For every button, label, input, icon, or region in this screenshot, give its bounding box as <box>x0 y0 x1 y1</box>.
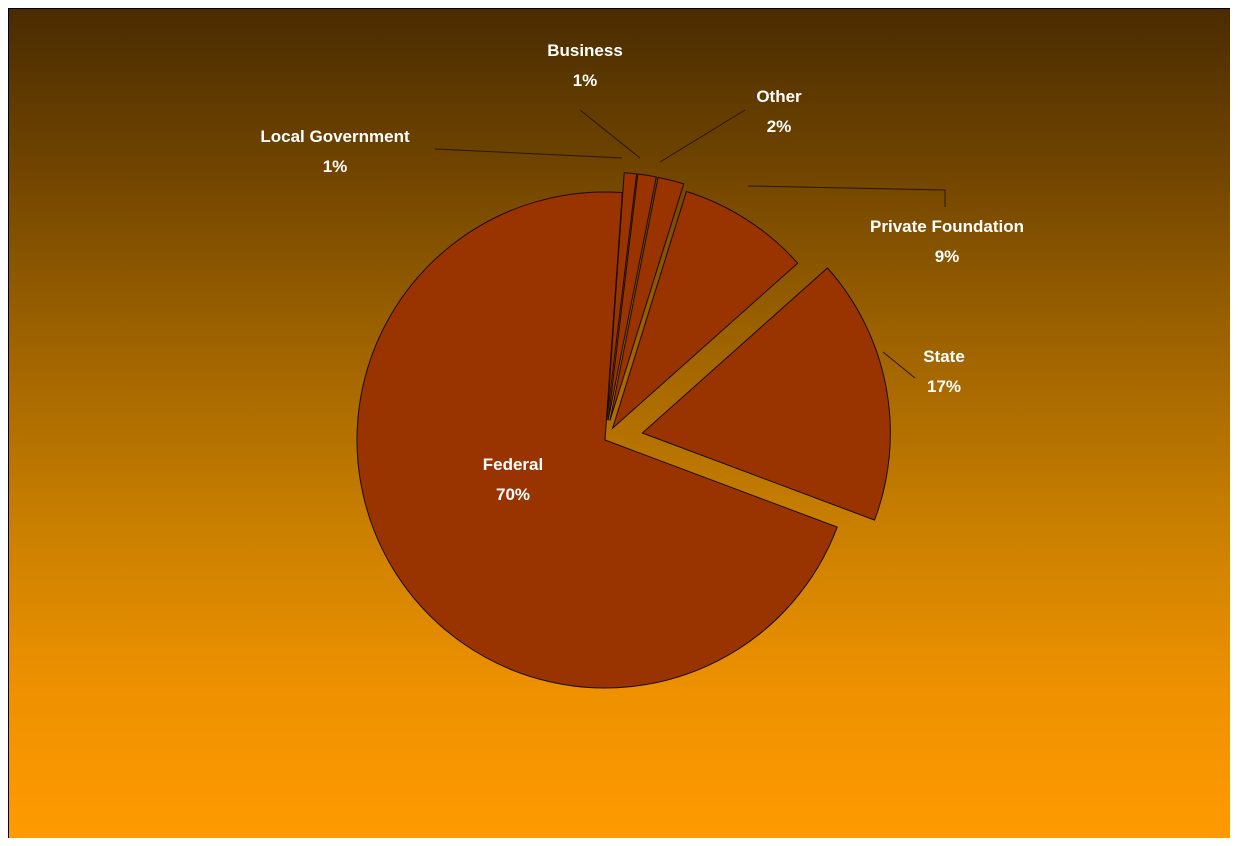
business-label: Business <box>547 41 623 60</box>
state-percent: 17% <box>927 377 961 396</box>
slices-layer <box>356 172 891 689</box>
pie-slice-business <box>607 173 657 421</box>
state-label: State <box>923 347 965 366</box>
leaders-layer <box>434 109 946 379</box>
local-government-percent: 1% <box>323 157 348 176</box>
leader-private-foundation <box>747 185 946 207</box>
federal-label: Federal <box>483 455 543 474</box>
pie-slice-state <box>641 267 891 521</box>
pie-slice-federal <box>356 191 838 689</box>
leader-other <box>659 109 746 163</box>
leader-business <box>579 109 641 159</box>
leader-local-government <box>434 148 623 159</box>
local-government-label: Local Government <box>260 127 410 146</box>
other-percent: 2% <box>767 117 792 136</box>
private-foundation-percent: 9% <box>935 247 960 266</box>
business-percent: 1% <box>573 71 598 90</box>
leader-state <box>882 351 916 379</box>
pie-slice-local-government <box>606 172 638 421</box>
federal-percent: 70% <box>496 485 530 504</box>
private-foundation-label: Private Foundation <box>870 217 1024 236</box>
labels-layer: Federal 70% State 17% Private Foundation… <box>260 41 1024 504</box>
other-label: Other <box>756 87 802 106</box>
pie-slice-other <box>609 176 685 421</box>
pie-slice-private-foundation <box>611 190 799 430</box>
